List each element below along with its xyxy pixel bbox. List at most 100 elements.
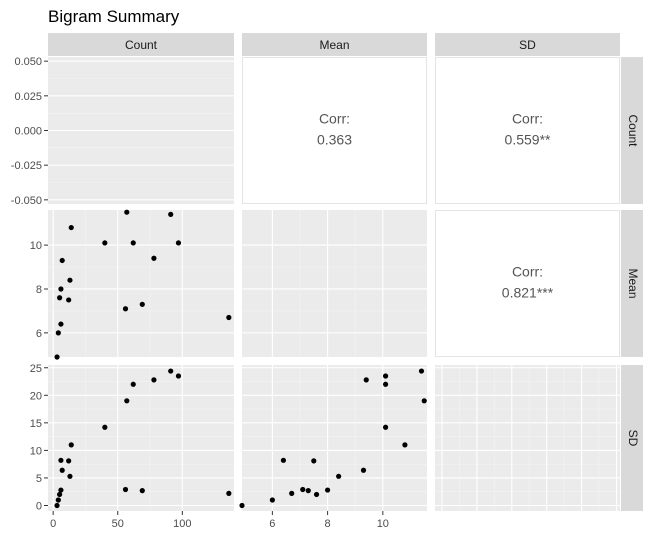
corr-value: 0.363 <box>317 132 352 148</box>
scatter-point <box>151 255 157 261</box>
scatter-point <box>226 314 232 321</box>
scatter-point <box>311 458 317 464</box>
y-tick-label: -0.025 <box>11 160 42 172</box>
scatter-point <box>280 457 287 463</box>
scatter-point <box>57 295 63 301</box>
y-tick-label: 0.000 <box>14 126 42 138</box>
scatter-point <box>175 373 182 379</box>
scatter-point <box>54 502 60 509</box>
scatter-point <box>305 488 311 494</box>
column-strip-sd <box>435 33 620 56</box>
panel-background <box>48 365 234 511</box>
y-tick-label: 25 <box>30 363 42 375</box>
panel-background <box>435 365 620 511</box>
x-tick-label: 10 <box>377 518 389 530</box>
row-strip-label: Count <box>626 114 640 147</box>
scatter-point <box>402 442 408 448</box>
column-strip-label: Count <box>125 38 158 52</box>
scatter-point <box>55 497 61 503</box>
scatter-point <box>130 381 136 387</box>
scatter-point <box>360 467 367 473</box>
column-strip-label: SD <box>519 38 536 52</box>
y-tick-label: 20 <box>30 390 42 402</box>
scatter-point <box>269 497 275 503</box>
y-tick-label: 5 <box>36 473 42 485</box>
scatter-point <box>57 491 63 498</box>
y-tick-label: -0.050 <box>11 195 42 207</box>
scatter-point <box>289 490 295 496</box>
scatter-point <box>382 381 389 387</box>
scatter-point <box>59 467 65 473</box>
y-tick-label: 0 <box>36 500 42 512</box>
scatter-point <box>336 473 342 479</box>
scatter-point <box>54 354 60 360</box>
scatter-point <box>102 424 108 430</box>
correlation-panel <box>435 210 620 357</box>
panel-background <box>48 210 234 357</box>
correlation-panel <box>242 57 427 204</box>
corr-label: Corr: <box>319 111 350 127</box>
scatter-point <box>124 209 130 215</box>
x-tick-label: 8 <box>325 518 331 530</box>
row-strip-sd <box>621 365 643 511</box>
corr-value: 0.821*** <box>502 285 554 301</box>
scatter-point <box>66 458 72 464</box>
x-tick-label: 100 <box>173 518 191 530</box>
x-tick-label: 50 <box>112 518 124 530</box>
y-tick-label: 0.025 <box>14 91 42 103</box>
y-tick-label: 8 <box>36 284 42 296</box>
correlation-panel <box>435 57 620 204</box>
x-tick-label: 0 <box>50 518 56 530</box>
corr-value: 0.559** <box>505 132 551 148</box>
row-strip-mean <box>621 210 643 357</box>
scatter-point <box>226 490 232 496</box>
scatter-point <box>382 373 389 379</box>
scatter-point <box>55 330 61 336</box>
scatter-point <box>139 488 145 494</box>
scatter-point <box>418 368 425 374</box>
corr-label: Corr: <box>512 264 543 280</box>
scatter-point <box>168 368 174 374</box>
scatter-point <box>68 224 74 231</box>
chart-title: Bigram Summary <box>48 7 180 26</box>
scatter-point <box>122 486 129 493</box>
row-strip-count <box>621 57 643 204</box>
scatter-point <box>139 301 145 307</box>
scatter-point <box>59 257 65 264</box>
scatter-point <box>151 377 157 383</box>
scatter-point <box>421 398 427 404</box>
scatter-point <box>124 398 130 404</box>
scatter-point <box>382 424 389 430</box>
scatter-point <box>67 473 73 479</box>
y-tick-label: 15 <box>30 418 42 430</box>
column-strip-count <box>48 33 234 56</box>
row-strip-label: Mean <box>626 268 640 298</box>
scatter-point <box>239 502 245 509</box>
scatter-point <box>130 240 136 246</box>
scatter-point <box>68 442 74 448</box>
corr-label: Corr: <box>512 111 543 127</box>
scatter-point <box>363 377 369 383</box>
scatter-point <box>58 321 64 327</box>
scatter-point <box>102 240 108 246</box>
scatter-point <box>58 487 64 493</box>
x-tick-label: 6 <box>269 518 275 530</box>
panel-background <box>242 365 427 511</box>
scatter-point <box>66 297 72 303</box>
scatter-point <box>58 457 64 463</box>
scatter-point <box>175 240 182 246</box>
scatter-point <box>324 487 331 493</box>
column-strip-label: Mean <box>319 38 349 52</box>
y-tick-label: 6 <box>36 328 42 340</box>
row-strip-label: SD <box>626 430 640 447</box>
y-tick-label: 10 <box>30 240 42 252</box>
scatter-point <box>122 306 129 312</box>
scatter-point <box>67 277 73 283</box>
y-tick-label: 0.050 <box>14 56 42 68</box>
y-tick-label: 10 <box>30 445 42 457</box>
panel-background <box>242 210 427 357</box>
scatter-point <box>58 286 64 292</box>
column-strip-mean <box>242 33 427 56</box>
scatter-point <box>313 491 320 498</box>
